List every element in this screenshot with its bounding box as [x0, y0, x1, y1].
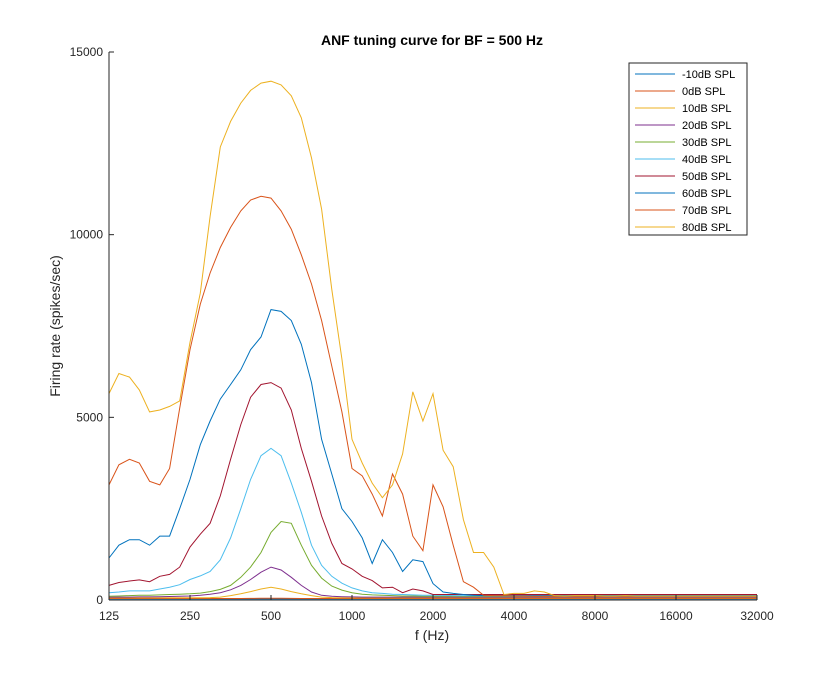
- y-axis-label: Firing rate (spikes/sec): [47, 255, 63, 397]
- y-tick-label: 0: [96, 593, 103, 607]
- series-line-9: [108, 80, 757, 597]
- chart-title: ANF tuning curve for BF = 500 Hz: [321, 32, 543, 48]
- legend-label-5: 40dB SPL: [682, 154, 732, 166]
- legend-box: [628, 62, 748, 236]
- x-axis-label: f (Hz): [415, 627, 449, 643]
- x-tick-label: 32000: [740, 609, 774, 623]
- x-tick-label: 125: [99, 609, 119, 623]
- legend-label-2: 10dB SPL: [682, 103, 732, 115]
- y-tick-label: 10000: [70, 228, 104, 242]
- x-tick-label: 500: [261, 609, 281, 623]
- x-tick-label: 2000: [420, 609, 447, 623]
- legend-label-3: 20dB SPL: [682, 120, 732, 132]
- x-tick-label: 8000: [582, 609, 609, 623]
- y-tick-label: 15000: [70, 45, 104, 59]
- legend: -10dB SPL 0dB SPL 10dB SPL 20dB SPL 30dB SPL…: [628, 62, 748, 236]
- legend-label-4: 30dB SPL: [682, 137, 732, 149]
- y-tick-layer: 0 5000 10000 15000: [70, 45, 114, 607]
- x-tick-label: 250: [180, 609, 200, 623]
- x-tick-label: 1000: [339, 609, 366, 623]
- legend-label-8: 70dB SPL: [682, 205, 732, 217]
- x-tick-label: 16000: [659, 609, 693, 623]
- x-tick-layer: 125 250 500 1000 2000 4000 8000 16000 32000: [99, 595, 774, 623]
- series-line-6: [108, 382, 757, 595]
- y-tick-label: 5000: [76, 410, 103, 424]
- x-tick-label: 4000: [501, 609, 528, 623]
- legend-label-1: 0dB SPL: [682, 86, 725, 98]
- legend-label-0: -10dB SPL: [682, 69, 735, 81]
- legend-label-6: 50dB SPL: [682, 171, 732, 183]
- legend-label-9: 80dB SPL: [682, 222, 732, 234]
- legend-label-7: 60dB SPL: [682, 188, 732, 200]
